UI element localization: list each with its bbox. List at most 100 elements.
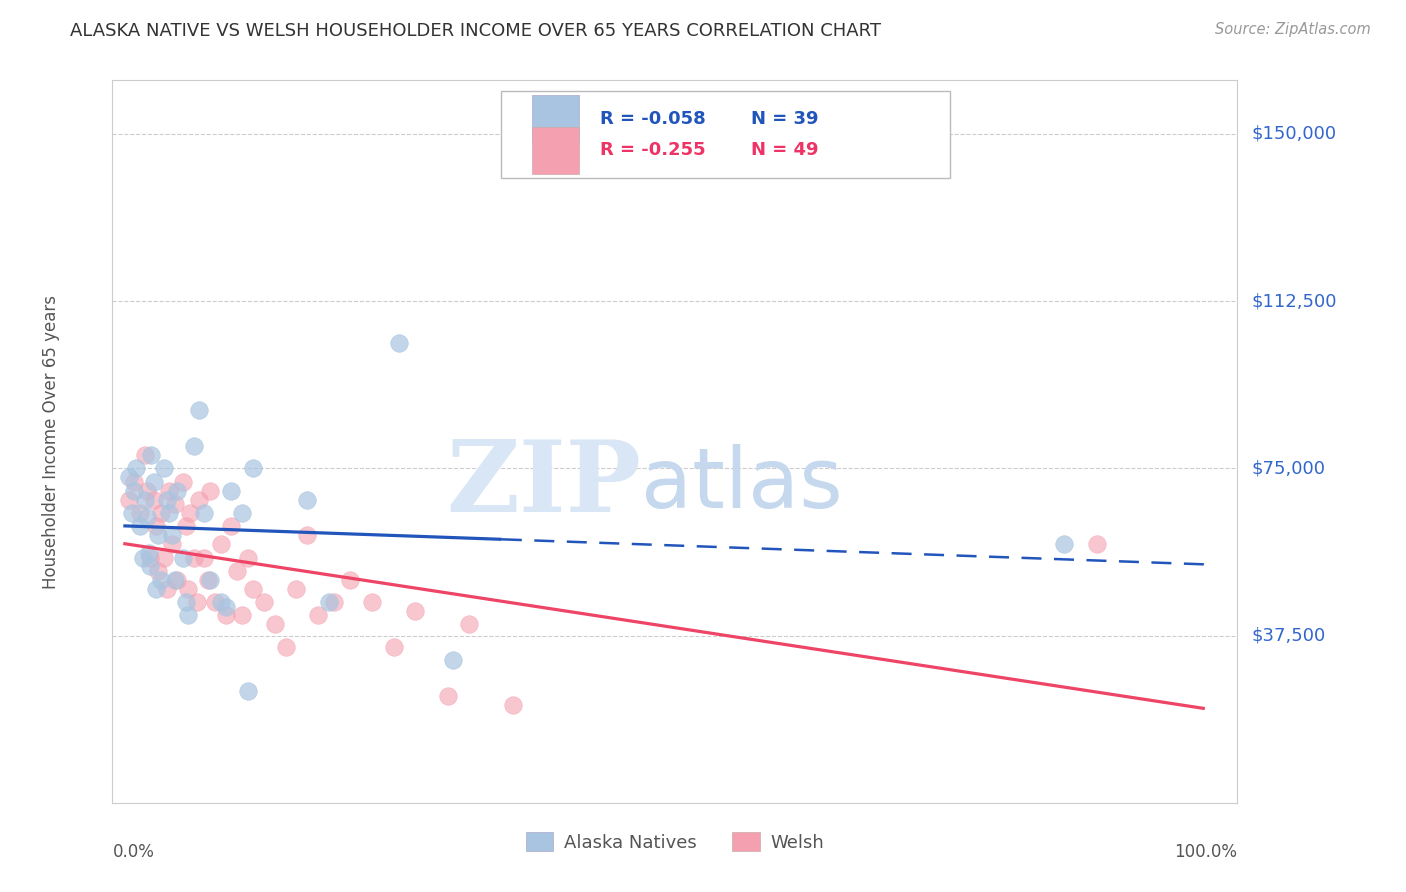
Point bbox=[295, 492, 318, 507]
Point bbox=[242, 461, 264, 475]
Text: N = 49: N = 49 bbox=[751, 141, 818, 160]
Point bbox=[172, 550, 194, 565]
Point bbox=[502, 698, 524, 712]
Point bbox=[236, 684, 259, 698]
Point bbox=[165, 497, 187, 511]
Point bbox=[118, 470, 141, 484]
Point bbox=[274, 640, 297, 654]
Text: $150,000: $150,000 bbox=[1251, 125, 1336, 143]
Point bbox=[150, 506, 173, 520]
Point bbox=[188, 403, 211, 417]
Point bbox=[361, 595, 384, 609]
Point bbox=[121, 506, 143, 520]
Point bbox=[128, 519, 150, 533]
Point bbox=[221, 483, 243, 498]
Point bbox=[193, 506, 215, 520]
Text: $37,500: $37,500 bbox=[1251, 626, 1326, 645]
FancyBboxPatch shape bbox=[501, 91, 950, 178]
Point bbox=[166, 483, 188, 498]
Text: N = 39: N = 39 bbox=[751, 110, 818, 128]
Point bbox=[122, 483, 145, 498]
Text: ZIP: ZIP bbox=[446, 436, 641, 533]
Point bbox=[198, 573, 221, 587]
Text: 0.0%: 0.0% bbox=[112, 843, 155, 861]
Point bbox=[142, 492, 165, 507]
Point bbox=[153, 550, 176, 565]
Point bbox=[215, 599, 238, 614]
Point bbox=[209, 537, 232, 551]
Legend: Alaska Natives, Welsh: Alaska Natives, Welsh bbox=[519, 824, 831, 859]
Point bbox=[318, 595, 340, 609]
Point bbox=[157, 483, 180, 498]
Text: atlas: atlas bbox=[641, 444, 842, 525]
Point bbox=[458, 617, 481, 632]
Point bbox=[186, 595, 208, 609]
Point bbox=[142, 475, 165, 489]
Point bbox=[139, 550, 162, 565]
Point bbox=[404, 604, 426, 618]
Point bbox=[122, 475, 145, 489]
Point bbox=[236, 550, 259, 565]
Text: $112,500: $112,500 bbox=[1251, 292, 1337, 310]
Point bbox=[263, 617, 285, 632]
Point bbox=[150, 573, 173, 587]
Point bbox=[145, 519, 167, 533]
Point bbox=[132, 550, 155, 565]
Point bbox=[139, 559, 162, 574]
Point bbox=[141, 448, 163, 462]
Point bbox=[177, 582, 200, 596]
Point bbox=[197, 573, 219, 587]
Point bbox=[242, 582, 264, 596]
Point bbox=[160, 528, 183, 542]
Point bbox=[1053, 537, 1076, 551]
Point bbox=[198, 483, 221, 498]
Text: ALASKA NATIVE VS WELSH HOUSEHOLDER INCOME OVER 65 YEARS CORRELATION CHART: ALASKA NATIVE VS WELSH HOUSEHOLDER INCOM… bbox=[70, 22, 882, 40]
Point bbox=[145, 582, 167, 596]
Point bbox=[188, 492, 211, 507]
Point bbox=[174, 519, 197, 533]
Point bbox=[339, 573, 361, 587]
Point bbox=[382, 640, 405, 654]
Point bbox=[307, 608, 329, 623]
Point bbox=[118, 492, 141, 507]
Text: R = -0.255: R = -0.255 bbox=[599, 141, 706, 160]
Point bbox=[295, 528, 318, 542]
Point bbox=[179, 506, 201, 520]
Point bbox=[231, 608, 253, 623]
Point bbox=[253, 595, 276, 609]
Point bbox=[134, 492, 156, 507]
Point bbox=[183, 550, 205, 565]
Point bbox=[160, 537, 183, 551]
Point bbox=[436, 689, 458, 703]
Point bbox=[231, 506, 253, 520]
Point bbox=[221, 519, 243, 533]
Point bbox=[193, 550, 215, 565]
Point bbox=[285, 582, 308, 596]
Point bbox=[136, 483, 159, 498]
Point bbox=[155, 582, 177, 596]
Point bbox=[215, 608, 238, 623]
Point bbox=[172, 475, 194, 489]
Point bbox=[153, 461, 176, 475]
Text: $75,000: $75,000 bbox=[1251, 459, 1326, 477]
FancyBboxPatch shape bbox=[531, 127, 579, 174]
Point bbox=[225, 564, 247, 578]
Point bbox=[1085, 537, 1108, 551]
Point bbox=[174, 595, 197, 609]
Point bbox=[134, 448, 156, 462]
Text: R = -0.058: R = -0.058 bbox=[599, 110, 706, 128]
Point bbox=[146, 528, 169, 542]
Point bbox=[177, 608, 200, 623]
Point bbox=[155, 492, 177, 507]
Point bbox=[323, 595, 346, 609]
Point bbox=[204, 595, 226, 609]
Text: 100.0%: 100.0% bbox=[1174, 843, 1237, 861]
Point bbox=[136, 510, 159, 524]
Point bbox=[125, 461, 148, 475]
Point bbox=[146, 564, 169, 578]
Point bbox=[183, 439, 205, 453]
Point bbox=[441, 653, 464, 667]
Point bbox=[388, 336, 411, 351]
Point bbox=[165, 573, 187, 587]
Point bbox=[166, 573, 188, 587]
